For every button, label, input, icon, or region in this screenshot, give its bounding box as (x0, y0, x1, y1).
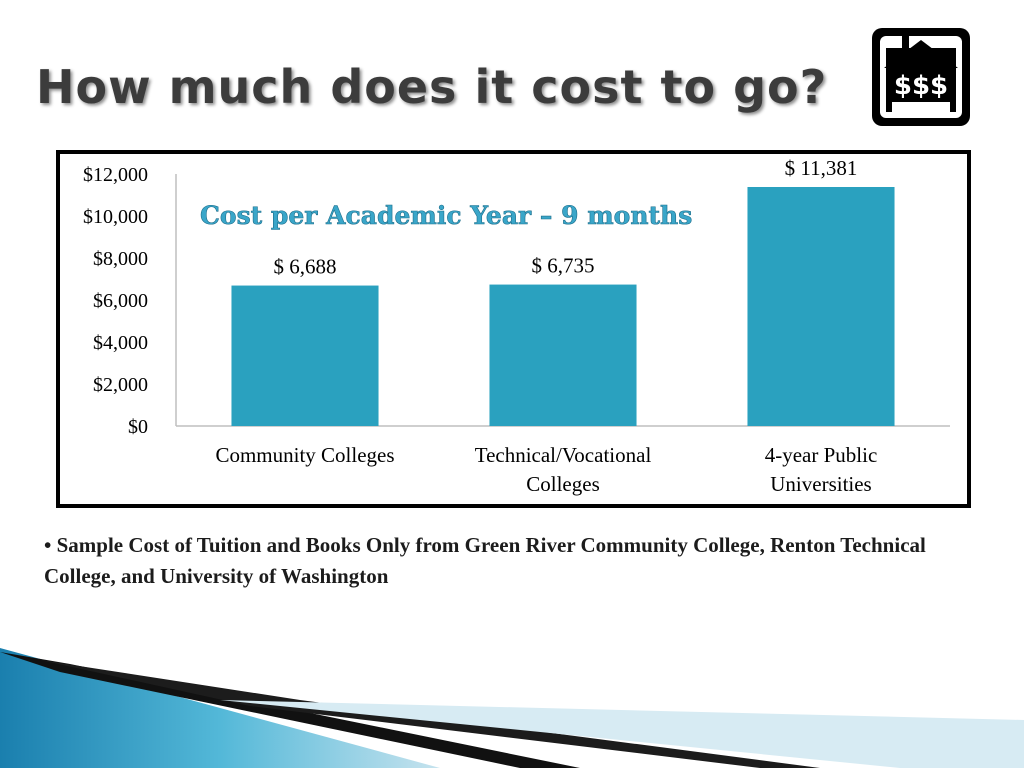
money-house-icon: $$$ (872, 28, 970, 126)
chart-frame: $0 $2,000 $4,000 $6,000 $8,000 $10,000 $12,000… (56, 150, 971, 508)
x-tick-label: 4-year Public (765, 443, 878, 467)
bar (231, 285, 379, 426)
bar (489, 284, 637, 426)
y-tick-label: $2,000 (93, 374, 148, 396)
x-tick-label: Technical/Vocational (475, 443, 652, 467)
logo-text: $$$ (894, 71, 948, 101)
bar-chart: $0 $2,000 $4,000 $6,000 $8,000 $10,000 $12,000… (83, 156, 950, 496)
y-tick-label: $4,000 (93, 332, 148, 354)
y-tick-label: $8,000 (93, 248, 148, 270)
data-label: $ 11,381 (785, 156, 858, 180)
y-tick-label: $12,000 (83, 164, 148, 186)
source-note: • Sample Cost of Tuition and Books Only … (44, 533, 926, 588)
data-label: $ 6,688 (274, 255, 337, 279)
x-tick-label: Community Colleges (215, 443, 394, 467)
y-tick-label: $6,000 (93, 290, 148, 312)
bar (747, 186, 895, 426)
chart-title: Cost per Academic Year – 9 months (200, 201, 692, 230)
x-tick-label: Colleges (526, 472, 600, 496)
y-tick-label: $0 (128, 416, 148, 438)
x-tick-label: Universities (770, 472, 871, 496)
slide-title: How much does it cost to go? (36, 60, 828, 114)
data-label: $ 6,735 (532, 254, 595, 278)
y-tick-label: $10,000 (83, 206, 148, 228)
